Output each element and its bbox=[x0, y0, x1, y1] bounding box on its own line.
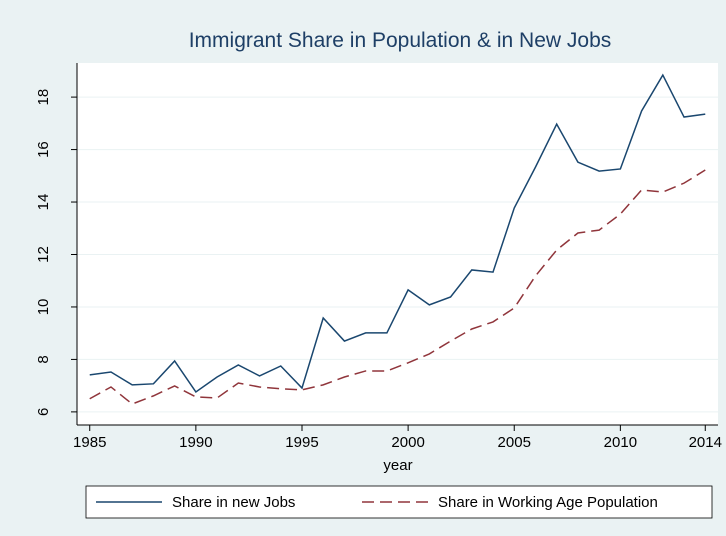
x-tick-label: 2010 bbox=[604, 434, 637, 451]
x-tick-label: 2014 bbox=[689, 434, 722, 451]
x-tick-label: 2005 bbox=[498, 434, 531, 451]
y-tick-label: 8 bbox=[35, 355, 52, 363]
chart-title: Immigrant Share in Population & in New J… bbox=[189, 29, 612, 52]
x-tick-label: 1995 bbox=[285, 434, 318, 451]
y-tick-label: 6 bbox=[35, 408, 52, 416]
legend-label: Share in new Jobs bbox=[172, 494, 295, 511]
legend-label: Share in Working Age Population bbox=[438, 494, 658, 511]
plot-area bbox=[77, 63, 718, 425]
x-tick-label: 1990 bbox=[179, 434, 212, 451]
y-tick-label: 16 bbox=[35, 141, 52, 158]
x-axis-label: year bbox=[383, 457, 412, 474]
y-tick-label: 18 bbox=[35, 89, 52, 106]
line-series bbox=[89, 169, 706, 405]
y-tick-label: 14 bbox=[35, 194, 52, 211]
y-tick-label: 10 bbox=[35, 299, 52, 316]
line-series bbox=[89, 73, 706, 393]
x-tick-label: 1985 bbox=[73, 434, 106, 451]
y-tick-label: 12 bbox=[35, 246, 52, 263]
x-tick-label: 2000 bbox=[391, 434, 424, 451]
